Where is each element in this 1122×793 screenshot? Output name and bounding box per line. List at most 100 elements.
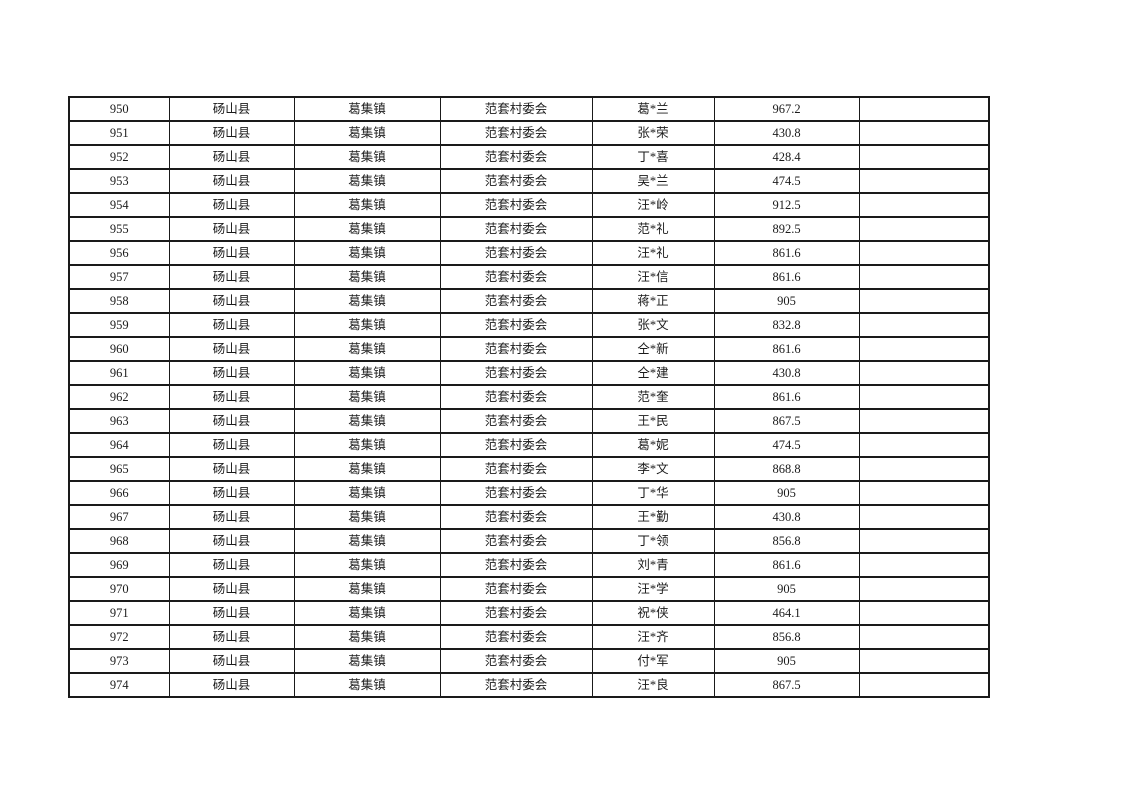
cell-empty <box>858 576 990 602</box>
cell-town: 葛集镇 <box>293 432 441 458</box>
cell-county: 砀山县 <box>168 384 295 410</box>
cell-town: 葛集镇 <box>293 312 441 338</box>
cell-index: 969 <box>68 552 170 578</box>
table-row: 964 砀山县 葛集镇 范套村委会 葛*妮 474.5 <box>68 432 990 458</box>
cell-index: 958 <box>68 288 170 314</box>
cell-name: 丁*华 <box>591 480 715 506</box>
cell-town: 葛集镇 <box>293 456 441 482</box>
cell-empty <box>858 96 990 122</box>
cell-amount: 430.8 <box>713 120 860 146</box>
cell-town: 葛集镇 <box>293 264 441 290</box>
cell-name: 仝*新 <box>591 336 715 362</box>
cell-index: 957 <box>68 264 170 290</box>
cell-village: 范套村委会 <box>439 480 593 506</box>
cell-town: 葛集镇 <box>293 600 441 626</box>
cell-empty <box>858 432 990 458</box>
cell-amount: 430.8 <box>713 504 860 530</box>
cell-index: 967 <box>68 504 170 530</box>
cell-index: 952 <box>68 144 170 170</box>
cell-county: 砀山县 <box>168 192 295 218</box>
cell-county: 砀山县 <box>168 312 295 338</box>
table-row: 961 砀山县 葛集镇 范套村委会 仝*建 430.8 <box>68 360 990 386</box>
cell-index: 961 <box>68 360 170 386</box>
cell-county: 砀山县 <box>168 264 295 290</box>
cell-amount: 867.5 <box>713 408 860 434</box>
cell-amount: 861.6 <box>713 336 860 362</box>
cell-index: 959 <box>68 312 170 338</box>
cell-village: 范套村委会 <box>439 312 593 338</box>
cell-amount: 832.8 <box>713 312 860 338</box>
cell-empty <box>858 408 990 434</box>
cell-county: 砀山县 <box>168 144 295 170</box>
cell-village: 范套村委会 <box>439 576 593 602</box>
cell-empty <box>858 312 990 338</box>
cell-amount: 912.5 <box>713 192 860 218</box>
table-row: 966 砀山县 葛集镇 范套村委会 丁*华 905 <box>68 480 990 506</box>
cell-county: 砀山县 <box>168 120 295 146</box>
cell-town: 葛集镇 <box>293 528 441 554</box>
cell-name: 汪*齐 <box>591 624 715 650</box>
cell-county: 砀山县 <box>168 408 295 434</box>
record-table-body: 950 砀山县 葛集镇 范套村委会 葛*兰 967.2 951 砀山县 葛集镇 范套村委会 张*荣 4… <box>68 96 990 698</box>
cell-county: 砀山县 <box>168 480 295 506</box>
cell-index: 968 <box>68 528 170 554</box>
cell-town: 葛集镇 <box>293 552 441 578</box>
cell-empty <box>858 528 990 554</box>
table-row: 962 砀山县 葛集镇 范套村委会 范*奎 861.6 <box>68 384 990 410</box>
cell-village: 范套村委会 <box>439 144 593 170</box>
cell-town: 葛集镇 <box>293 120 441 146</box>
cell-index: 951 <box>68 120 170 146</box>
cell-town: 葛集镇 <box>293 168 441 194</box>
cell-county: 砀山县 <box>168 600 295 626</box>
cell-county: 砀山县 <box>168 336 295 362</box>
cell-name: 汪*信 <box>591 264 715 290</box>
cell-village: 范套村委会 <box>439 216 593 242</box>
cell-index: 965 <box>68 456 170 482</box>
cell-empty <box>858 264 990 290</box>
cell-name: 吴*兰 <box>591 168 715 194</box>
cell-amount: 967.2 <box>713 96 860 122</box>
cell-village: 范套村委会 <box>439 504 593 530</box>
table-row: 957 砀山县 葛集镇 范套村委会 汪*信 861.6 <box>68 264 990 290</box>
cell-name: 汪*岭 <box>591 192 715 218</box>
cell-empty <box>858 288 990 314</box>
cell-name: 仝*建 <box>591 360 715 386</box>
cell-amount: 861.6 <box>713 384 860 410</box>
cell-name: 丁*喜 <box>591 144 715 170</box>
cell-village: 范套村委会 <box>439 528 593 554</box>
cell-index: 972 <box>68 624 170 650</box>
cell-town: 葛集镇 <box>293 480 441 506</box>
cell-county: 砀山县 <box>168 552 295 578</box>
cell-amount: 861.6 <box>713 552 860 578</box>
cell-empty <box>858 648 990 674</box>
cell-town: 葛集镇 <box>293 408 441 434</box>
cell-name: 丁*领 <box>591 528 715 554</box>
cell-village: 范套村委会 <box>439 624 593 650</box>
cell-village: 范套村委会 <box>439 600 593 626</box>
cell-village: 范套村委会 <box>439 672 593 698</box>
cell-empty <box>858 672 990 698</box>
cell-amount: 861.6 <box>713 264 860 290</box>
cell-village: 范套村委会 <box>439 648 593 674</box>
cell-county: 砀山县 <box>168 96 295 122</box>
cell-amount: 892.5 <box>713 216 860 242</box>
cell-village: 范套村委会 <box>439 264 593 290</box>
table-row: 969 砀山县 葛集镇 范套村委会 刘*青 861.6 <box>68 552 990 578</box>
cell-empty <box>858 168 990 194</box>
cell-empty <box>858 480 990 506</box>
cell-town: 葛集镇 <box>293 384 441 410</box>
table-row: 967 砀山县 葛集镇 范套村委会 王*勤 430.8 <box>68 504 990 530</box>
table-row: 972 砀山县 葛集镇 范套村委会 汪*齐 856.8 <box>68 624 990 650</box>
cell-index: 956 <box>68 240 170 266</box>
cell-empty <box>858 216 990 242</box>
cell-town: 葛集镇 <box>293 360 441 386</box>
cell-empty <box>858 192 990 218</box>
cell-empty <box>858 144 990 170</box>
cell-county: 砀山县 <box>168 360 295 386</box>
cell-village: 范套村委会 <box>439 96 593 122</box>
cell-name: 范*礼 <box>591 216 715 242</box>
cell-amount: 867.5 <box>713 672 860 698</box>
cell-county: 砀山县 <box>168 288 295 314</box>
table-row: 952 砀山县 葛集镇 范套村委会 丁*喜 428.4 <box>68 144 990 170</box>
cell-county: 砀山县 <box>168 168 295 194</box>
